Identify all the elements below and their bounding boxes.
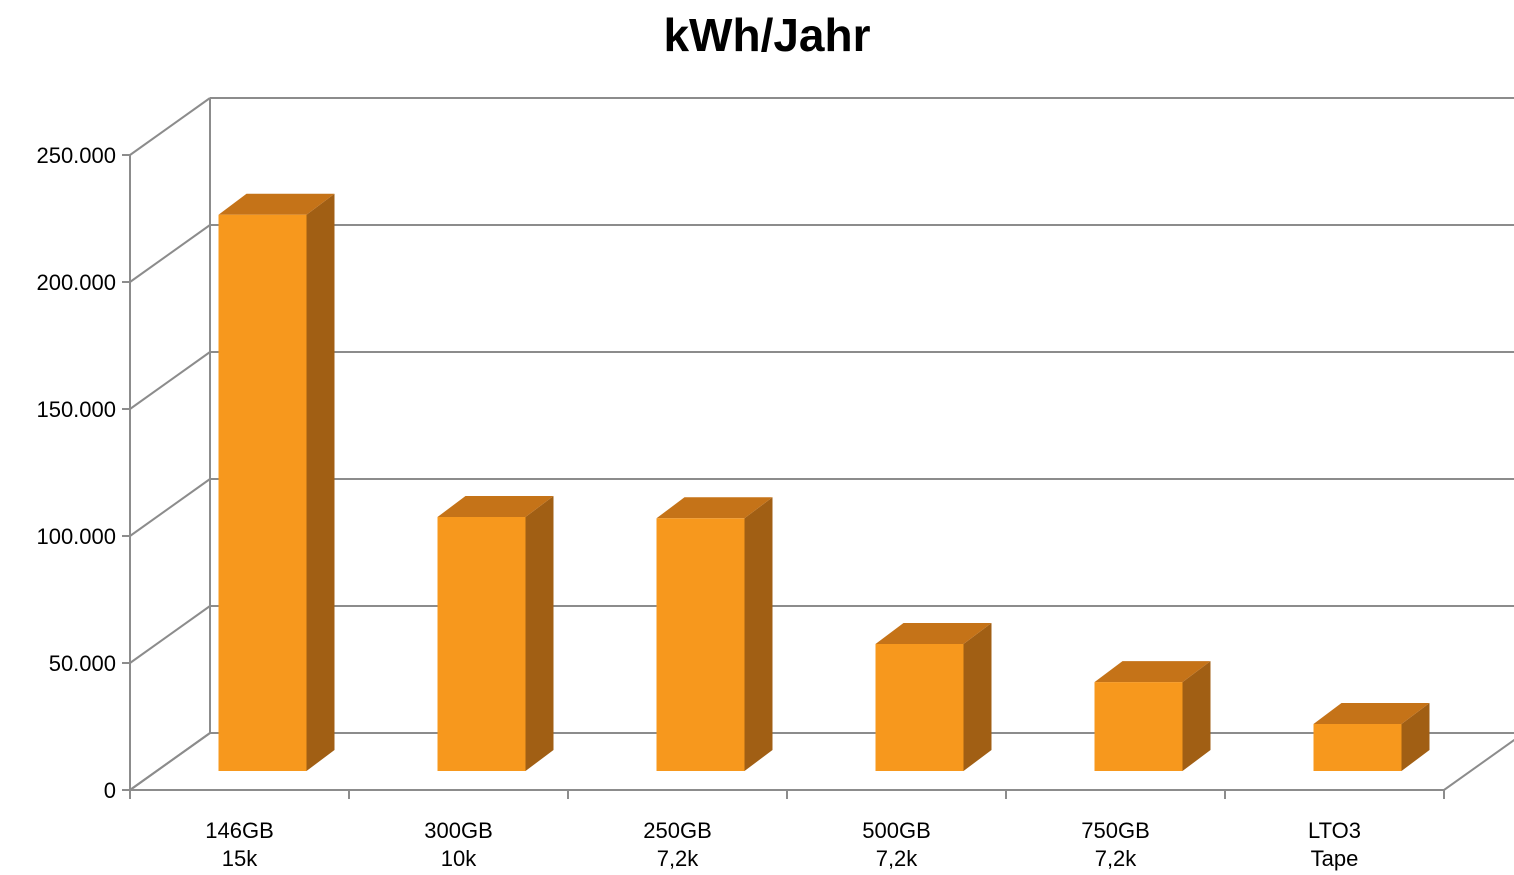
- y-tick-label: 200.000: [36, 270, 116, 295]
- gridline-side: [129, 605, 211, 664]
- bar-top: [437, 496, 554, 517]
- gridline-side: [129, 351, 211, 410]
- x-tick-label-line: LTO3: [1308, 818, 1361, 843]
- x-tick-label: 500GB 7,2k: [862, 818, 931, 871]
- y-tick-label: 150.000: [36, 397, 116, 422]
- x-tick-label-line: 7,2k: [876, 846, 919, 871]
- bar-front: [875, 644, 964, 771]
- grid-layer: [126, 97, 1514, 791]
- bar-front: [656, 518, 745, 771]
- floor-outline: [126, 732, 1514, 791]
- bar-front: [1313, 724, 1402, 771]
- x-tick-label-line: 7,2k: [657, 846, 700, 871]
- y-tick-label: 50.000: [49, 651, 116, 676]
- x-tick-label-line: 10k: [441, 846, 477, 871]
- gridline-side: [129, 732, 211, 791]
- x-tick-label-line: 15k: [222, 846, 258, 871]
- gridline-side: [129, 478, 211, 537]
- y-tick-label: 100.000: [36, 524, 116, 549]
- bar-side: [306, 193, 335, 772]
- y-tick-label: 0: [104, 778, 116, 803]
- bar-top: [875, 623, 992, 644]
- bar-side: [525, 496, 554, 771]
- bar-front: [437, 517, 526, 771]
- x-tick-label-line: 146GB: [205, 818, 274, 843]
- bar-layer: [218, 193, 1430, 772]
- bar: [218, 193, 335, 772]
- bar-front: [218, 214, 307, 772]
- bar-side: [1182, 661, 1211, 771]
- bar-side: [744, 497, 773, 771]
- chart-title: kWh/Jahr: [663, 9, 871, 61]
- bar: [875, 623, 992, 771]
- bar: [1094, 661, 1211, 771]
- bar: [656, 497, 773, 771]
- label-layer: 0 50.000 100.000 150.000 200.000 250.000 146GB…: [36, 143, 1361, 871]
- x-tick-label: 300GB 10k: [424, 818, 493, 871]
- x-tick-label-line: 250GB: [643, 818, 712, 843]
- bar-side: [1401, 703, 1430, 771]
- x-tick-label-line: 750GB: [1081, 818, 1150, 843]
- gridline-side: [129, 97, 211, 156]
- bar-top: [1313, 703, 1430, 725]
- bar-top: [1094, 661, 1211, 683]
- bar: [1313, 703, 1430, 771]
- y-tick-label: 250.000: [36, 143, 116, 168]
- x-tick-label-line: 300GB: [424, 818, 493, 843]
- bar-side: [963, 623, 992, 771]
- axis-layer: [122, 154, 1445, 799]
- x-tick-label-line: 7,2k: [1095, 846, 1138, 871]
- bar-top: [218, 193, 335, 215]
- bar-top: [656, 497, 773, 519]
- x-tick-label-line: 500GB: [862, 818, 931, 843]
- x-tick-label: 146GB 15k: [205, 818, 274, 871]
- x-tick-label-line: Tape: [1311, 846, 1359, 871]
- x-tick-label: LTO3 Tape: [1308, 818, 1361, 871]
- gridline-side: [129, 224, 211, 283]
- bar-front: [1094, 682, 1183, 771]
- bar: [437, 496, 554, 771]
- x-tick-label: 750GB 7,2k: [1081, 818, 1150, 871]
- x-tick-label: 250GB 7,2k: [643, 818, 712, 871]
